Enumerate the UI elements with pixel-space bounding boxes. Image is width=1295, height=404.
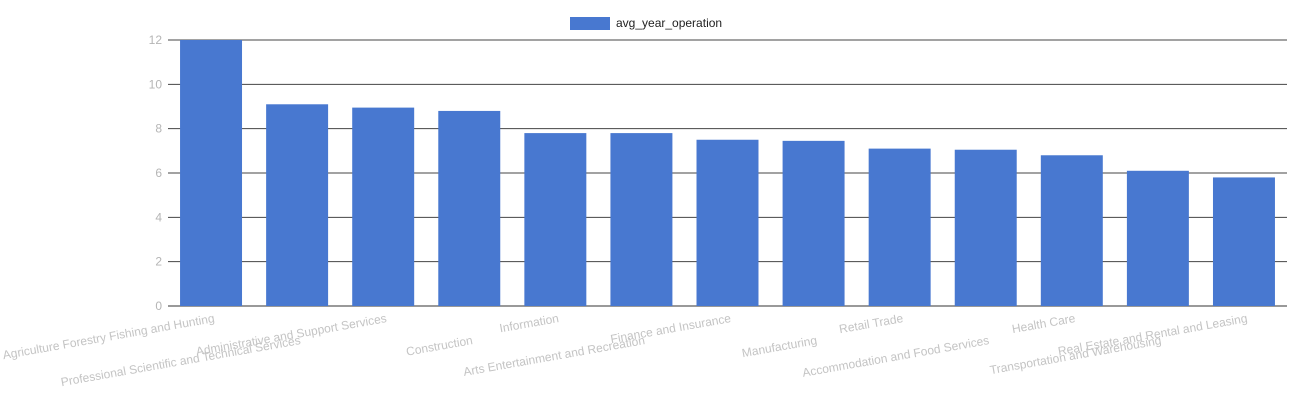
bar-1[interactable] <box>266 104 329 307</box>
bar-4[interactable] <box>524 133 587 306</box>
x-tick-label: Administrative and Support Services <box>195 311 388 358</box>
bar-5[interactable] <box>610 133 673 306</box>
bar-9[interactable] <box>954 149 1017 306</box>
x-tick-label: Health Care <box>1011 311 1077 336</box>
y-axis-tick-labels: 0 2 4 6 8 10 12 <box>149 33 163 313</box>
x-tick-label: Finance and Insurance <box>609 311 732 346</box>
x-tick-label: Manufacturing <box>741 333 818 360</box>
bar-2[interactable] <box>352 107 415 306</box>
bar-7[interactable] <box>782 140 845 306</box>
legend-label: avg_year_operation <box>616 16 722 30</box>
bar-11[interactable] <box>1126 170 1189 306</box>
bars <box>180 40 1275 307</box>
legend[interactable]: avg_year_operation <box>570 16 722 30</box>
y-tick-label: 0 <box>155 299 162 313</box>
bar-0[interactable] <box>180 40 243 306</box>
y-tick-label: 4 <box>155 210 162 224</box>
bar-8[interactable] <box>868 148 931 306</box>
bar-6[interactable] <box>696 139 759 306</box>
bar-12[interactable] <box>1212 177 1275 306</box>
x-tick-label: Retail Trade <box>838 311 904 336</box>
x-tick-label: Construction <box>405 333 474 358</box>
x-axis-category-labels: Agriculture Forestry Fishing and Hunting… <box>2 311 1249 389</box>
y-tick-label: 6 <box>155 166 162 180</box>
x-tick-label: Real Estate and Rental and Leasing <box>1057 311 1249 358</box>
y-tick-label: 2 <box>155 255 162 269</box>
y-tick-label: 8 <box>155 122 162 136</box>
bar-3[interactable] <box>438 110 501 306</box>
x-tick-label: Accommodation and Food Services <box>801 333 990 380</box>
legend-swatch <box>570 17 610 30</box>
bar-10[interactable] <box>1040 155 1103 306</box>
x-tick-label: Information <box>498 311 560 335</box>
y-tick-label: 12 <box>149 33 163 47</box>
y-tick-label: 10 <box>149 77 163 91</box>
